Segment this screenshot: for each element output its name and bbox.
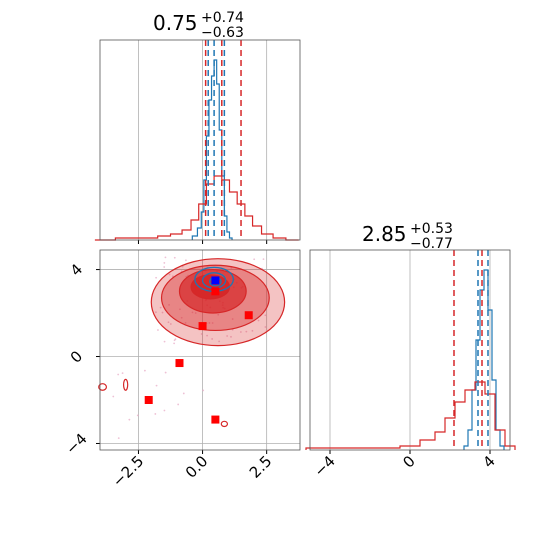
sample-dot — [181, 265, 184, 268]
x-tick-label: 4 — [479, 452, 498, 471]
sample-dot — [117, 373, 120, 376]
sample-dot — [230, 266, 233, 269]
sample-dot — [202, 389, 205, 392]
marker-red-square — [211, 287, 220, 296]
panel-frame — [99, 249, 301, 451]
histogram-blue — [191, 59, 233, 240]
sample-dot — [163, 266, 166, 268]
x-tick-label: −4 — [310, 452, 338, 480]
sample-dot — [185, 259, 187, 262]
sample-dot — [245, 330, 248, 333]
panel-frame — [99, 39, 301, 241]
sample-dot — [180, 316, 183, 319]
sample-dot — [161, 311, 164, 314]
sample-dot — [163, 262, 166, 264]
sample-dot — [264, 314, 267, 317]
title-y-minus: −0.77 — [410, 236, 453, 252]
density-contour-red-outlier — [98, 383, 108, 391]
title-x-plus: +0.74 — [201, 10, 244, 26]
sample-dot — [264, 326, 267, 328]
sample-dot — [168, 303, 170, 306]
x-tick-label: 0 — [399, 452, 418, 471]
sample-dot — [208, 322, 211, 324]
title-x-value: 0.75 — [153, 11, 198, 35]
marker-red-square — [175, 359, 184, 368]
sample-dot — [262, 258, 265, 261]
sample-dot — [163, 340, 166, 343]
x-tick-label: 0.0 — [182, 452, 212, 482]
sample-dot — [173, 339, 176, 342]
marker-red-square — [198, 322, 207, 331]
sample-dot — [154, 413, 157, 415]
sample-dot — [206, 334, 208, 337]
sample-dot — [155, 384, 158, 387]
title-y-value: 2.85 — [362, 222, 407, 246]
sample-dot — [128, 418, 131, 421]
panel-frame — [309, 249, 511, 451]
sample-dot — [164, 371, 167, 374]
marker-blue-square — [211, 276, 220, 285]
title-x-minus: −0.63 — [201, 25, 244, 41]
sample-dot — [159, 306, 162, 309]
y-tick-label: 0 — [67, 347, 86, 366]
sample-dot — [218, 340, 221, 343]
joint-panel: −2.5 0.0 2.5 −4 0 4 — [62, 249, 301, 491]
marginal-x-panel — [94, 39, 301, 244]
sample-dot — [184, 321, 187, 324]
density-contour-red-outlier — [220, 420, 229, 428]
histogram-blue — [463, 269, 505, 450]
sample-dot — [117, 437, 120, 440]
histogram-red — [305, 381, 516, 450]
sample-dot — [239, 331, 242, 333]
x-tick-label: −2.5 — [109, 452, 147, 490]
sample-dot — [169, 323, 172, 325]
sample-dot — [167, 321, 170, 324]
sample-dot — [155, 311, 157, 314]
sample-dot — [168, 273, 171, 276]
density-contour-red-outlier — [122, 378, 129, 391]
y-tick-label: 4 — [67, 260, 86, 279]
sample-dot — [155, 276, 158, 279]
sample-dot — [211, 338, 214, 340]
sample-dot — [230, 335, 232, 338]
sample-dot — [217, 313, 220, 316]
sample-dot — [251, 329, 254, 332]
density-contour-red — [190, 274, 231, 300]
sample-dot — [177, 403, 180, 406]
marker-red-square — [144, 396, 153, 404]
sample-dot — [253, 258, 256, 261]
marker-red-square — [244, 311, 253, 320]
sample-dot — [164, 256, 167, 259]
sample-dot — [194, 312, 197, 314]
sample-dot — [211, 322, 214, 324]
title-y-plus: +0.53 — [410, 221, 453, 237]
sample-dot — [191, 311, 194, 314]
marker-red-square — [211, 415, 220, 424]
sample-dot — [231, 318, 234, 320]
sample-dot — [182, 392, 185, 395]
sample-dot — [136, 414, 139, 417]
sample-dot — [179, 308, 181, 311]
histogram-red — [94, 175, 299, 241]
marginal-y-panel: −4 0 4 — [305, 249, 516, 480]
sample-dot — [121, 372, 124, 375]
sample-dot — [257, 319, 260, 322]
sample-dot — [200, 333, 203, 335]
sample-dot — [163, 409, 166, 412]
sample-dot — [173, 342, 176, 345]
sample-dot — [173, 256, 176, 259]
sample-dot — [144, 369, 146, 372]
sample-dot — [157, 329, 159, 331]
sample-dot — [226, 335, 229, 337]
y-tick-label: −4 — [62, 430, 90, 458]
sample-dot — [112, 395, 115, 398]
x-tick-label: 2.5 — [246, 452, 276, 482]
